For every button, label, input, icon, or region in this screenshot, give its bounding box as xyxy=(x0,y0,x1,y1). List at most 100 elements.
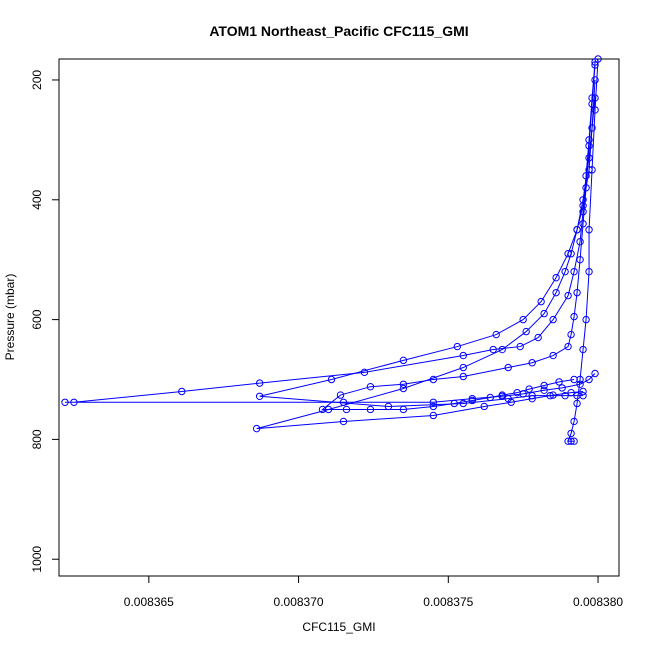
data-point xyxy=(561,391,569,400)
chart-title: ATOM1 Northeast_Pacific CFC115_GMI xyxy=(209,23,468,39)
data-point xyxy=(537,297,545,306)
data-point xyxy=(399,356,408,365)
data-point xyxy=(178,387,186,396)
series-line-3 xyxy=(259,79,596,407)
data-point xyxy=(519,315,527,324)
data-point xyxy=(327,375,336,384)
data-point xyxy=(384,402,393,411)
data-point xyxy=(591,106,599,114)
series-line-1 xyxy=(64,61,596,403)
data-point xyxy=(567,388,575,397)
data-point xyxy=(399,380,408,388)
y-tick-label: 600 xyxy=(30,309,44,329)
y-tick-label: 1000 xyxy=(30,546,44,573)
data-point xyxy=(504,363,512,372)
data-point xyxy=(576,238,584,246)
data-point xyxy=(570,417,578,426)
data-point xyxy=(336,391,345,399)
series-line-4 xyxy=(256,97,596,430)
data-point xyxy=(429,398,438,406)
data-point xyxy=(459,363,467,372)
data-point xyxy=(585,267,593,276)
data-point xyxy=(567,437,575,445)
y-tick-label: 800 xyxy=(30,429,44,449)
x-tick-label: 0.008380 xyxy=(573,595,623,609)
data-point xyxy=(549,391,557,399)
y-tick-label: 200 xyxy=(30,70,44,90)
data-point xyxy=(558,384,566,392)
data-point xyxy=(570,267,578,276)
data-point xyxy=(498,345,506,354)
data-point xyxy=(399,384,408,393)
data-point xyxy=(459,351,467,360)
data-point xyxy=(552,273,560,282)
data-point xyxy=(540,381,548,390)
data-point xyxy=(573,399,581,408)
data-point xyxy=(540,386,548,394)
data-point xyxy=(528,359,536,367)
data-point xyxy=(552,288,560,297)
data-point xyxy=(366,405,375,414)
data-point xyxy=(453,342,461,351)
data-point xyxy=(549,351,557,360)
data-point xyxy=(564,342,572,351)
data-point xyxy=(582,315,590,324)
data-point xyxy=(591,61,599,69)
data-point xyxy=(342,405,351,414)
data-point xyxy=(591,369,599,378)
data-point xyxy=(567,429,575,438)
data-point xyxy=(564,291,572,300)
data-point xyxy=(429,411,438,420)
data-point xyxy=(591,94,599,102)
data-point xyxy=(492,330,500,339)
data-point xyxy=(594,55,602,63)
data-point xyxy=(567,250,575,258)
data-point xyxy=(588,166,596,174)
data-point xyxy=(540,309,548,318)
data-point xyxy=(585,226,593,234)
y-axis-label: Pressure (mbar) xyxy=(3,274,17,361)
x-axis: 0.008365 0.008370 0.008375 0.008380 xyxy=(124,576,623,609)
data-point xyxy=(429,402,438,411)
data-point xyxy=(528,394,536,403)
y-axis: 200 400 600 800 1000 xyxy=(30,70,59,573)
x-tick-label: 0.008370 xyxy=(274,595,324,609)
y-tick-label: 400 xyxy=(30,189,44,209)
data-point xyxy=(360,368,369,377)
data-point xyxy=(468,396,476,405)
data-point xyxy=(489,345,497,354)
data-point xyxy=(555,378,563,386)
data-point xyxy=(579,345,587,354)
data-point xyxy=(576,375,584,384)
plot-frame xyxy=(58,58,620,577)
data-point xyxy=(549,315,557,324)
data-point xyxy=(585,142,593,150)
data-point xyxy=(576,255,584,264)
data-point xyxy=(513,388,521,397)
data-point xyxy=(579,220,587,228)
data-point xyxy=(570,437,578,445)
data-point xyxy=(525,385,533,393)
data-point xyxy=(324,405,333,414)
data-point xyxy=(459,372,467,381)
data-point xyxy=(585,375,593,384)
data-point xyxy=(366,382,375,391)
data-point xyxy=(498,391,506,399)
data-point xyxy=(573,226,581,234)
data-point xyxy=(591,76,599,84)
data-point xyxy=(579,391,587,400)
data-point xyxy=(459,399,467,408)
data-point xyxy=(255,379,264,387)
data-point xyxy=(522,327,530,336)
series-line-2 xyxy=(321,64,596,410)
x-axis-label: CFC115_GMI xyxy=(302,620,375,634)
data-point xyxy=(252,424,261,433)
data-point xyxy=(579,387,587,396)
data-point xyxy=(561,267,569,276)
data-point xyxy=(70,398,78,406)
x-tick-label: 0.008365 xyxy=(124,595,174,609)
data-point xyxy=(567,330,575,339)
data-point xyxy=(507,398,515,406)
data-point xyxy=(570,312,578,321)
